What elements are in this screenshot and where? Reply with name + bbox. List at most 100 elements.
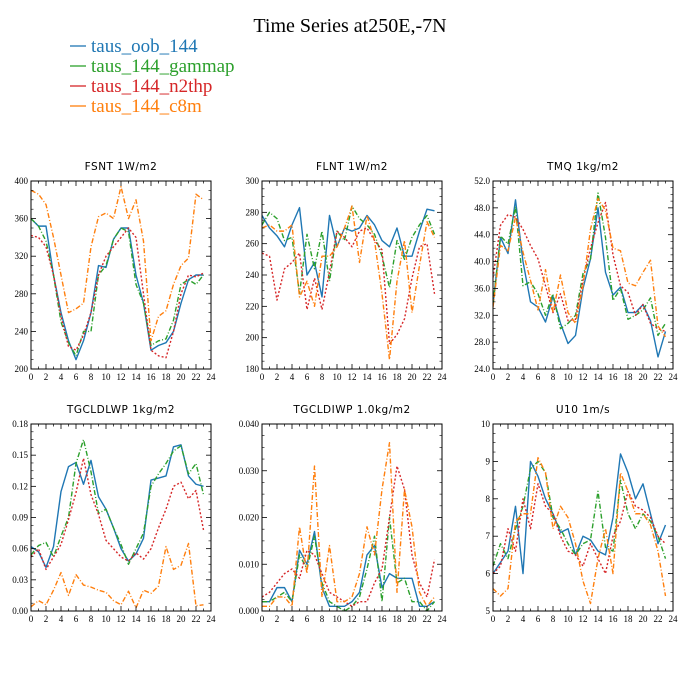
x-tick-label: 6 [536, 614, 541, 624]
panel-title: TMQ 1kg/m2 [546, 161, 619, 173]
x-tick-label: 8 [89, 614, 94, 624]
x-tick-label: 0 [29, 614, 34, 624]
x-tick-label: 16 [378, 614, 388, 624]
x-tick-label: 18 [393, 614, 403, 624]
y-tick-label: 180 [246, 364, 260, 374]
y-tick-label: 8 [486, 494, 491, 504]
series-line [262, 227, 436, 345]
series-line [31, 457, 205, 571]
y-tick-label: 28.0 [474, 337, 490, 347]
chart-panels: FSNT 1W/m20 2 4 6 8 10 12 14 16 18 20 22 24200240280… [12, 161, 678, 624]
x-tick-label: 20 [408, 372, 418, 382]
panel-title: U10 1m/s [556, 404, 610, 416]
series-line [493, 199, 667, 358]
series-group [31, 185, 205, 361]
x-tick-label: 0 [491, 614, 496, 624]
x-tick-label: 22 [192, 614, 201, 624]
x-tick-label: 24 [207, 614, 217, 624]
x-tick-label: 2 [506, 614, 511, 624]
x-tick-label: 16 [609, 372, 619, 382]
series-line [31, 438, 205, 565]
x-tick-label: 2 [44, 614, 49, 624]
x-tick-label: 6 [536, 372, 541, 382]
y-tick-label: 0.040 [239, 419, 260, 429]
x-tick-label: 4 [59, 372, 64, 382]
y-tick-label: 200 [246, 333, 260, 343]
panel-title: FLNT 1W/m2 [316, 161, 388, 173]
x-tick-label: 2 [275, 372, 280, 382]
legend-label: taus_144_n2thp [91, 76, 212, 97]
x-tick-label: 10 [564, 372, 574, 382]
x-tick-label: 14 [132, 372, 142, 382]
x-tick-label: 22 [423, 372, 432, 382]
x-tick-label: 10 [333, 372, 343, 382]
x-tick-label: 14 [363, 614, 373, 624]
y-tick-label: 9 [486, 456, 491, 466]
x-tick-label: 20 [177, 372, 187, 382]
x-tick-label: 24 [438, 372, 448, 382]
y-tick-label: 0.010 [239, 559, 260, 569]
x-tick-label: 22 [423, 614, 432, 624]
series-line [262, 465, 436, 608]
x-tick-label: 14 [132, 614, 142, 624]
x-tick-label: 12 [348, 372, 357, 382]
x-tick-label: 16 [609, 614, 619, 624]
y-tick-label: 7 [486, 531, 491, 541]
y-tick-label: 32.0 [474, 310, 490, 320]
x-tick-label: 4 [290, 372, 295, 382]
x-tick-label: 22 [192, 372, 201, 382]
series-line [493, 197, 667, 338]
y-tick-label: 0.09 [12, 513, 28, 523]
x-tick-label: 12 [579, 614, 588, 624]
chart-panel: TMQ 1kg/m20 2 4 6 8 10 12 14 16 18 20 22 2424.028.03… [474, 161, 678, 382]
chart-panel: TGCLDIWP 1.0kg/m20 2 4 6 8 10 12 14 16 18 20 22 240.… [239, 404, 447, 624]
x-tick-label: 6 [74, 614, 79, 624]
series-line [262, 205, 436, 295]
series-group [262, 205, 436, 361]
x-tick-label: 8 [551, 372, 556, 382]
x-tick-label: 0 [491, 372, 496, 382]
legend: taus_oob_144taus_144_gammaptaus_144_n2th… [70, 36, 235, 117]
y-tick-label: 240 [246, 270, 260, 280]
series-line [31, 444, 204, 569]
y-tick-label: 6 [486, 569, 491, 579]
x-tick-label: 18 [162, 614, 172, 624]
series-line [493, 201, 666, 333]
x-tick-label: 16 [378, 372, 388, 382]
y-tick-label: 0.15 [12, 450, 28, 460]
x-tick-label: 24 [669, 372, 679, 382]
y-tick-label: 200 [15, 364, 29, 374]
y-tick-label: 24.0 [474, 364, 490, 374]
x-tick-label: 18 [624, 372, 634, 382]
series-line [493, 483, 666, 575]
y-tick-label: 0.06 [12, 544, 28, 554]
y-tick-label: 36.0 [474, 283, 490, 293]
y-tick-label: 280 [246, 207, 260, 217]
x-tick-label: 20 [177, 614, 187, 624]
series-line [262, 205, 436, 361]
x-tick-label: 8 [89, 372, 94, 382]
y-tick-label: 400 [15, 176, 29, 186]
x-tick-label: 20 [639, 372, 649, 382]
chart-panel: FLNT 1W/m20 2 4 6 8 10 12 14 16 18 20 22 24180200220… [246, 161, 448, 382]
x-tick-label: 8 [320, 614, 325, 624]
x-tick-label: 4 [521, 372, 526, 382]
legend-label: taus_144_gammap [91, 56, 235, 77]
x-tick-label: 0 [260, 372, 265, 382]
y-tick-label: 0.030 [239, 466, 260, 476]
legend-label: taus_oob_144 [91, 36, 198, 57]
x-tick-label: 18 [393, 372, 403, 382]
x-tick-label: 12 [117, 372, 126, 382]
x-tick-label: 12 [117, 614, 126, 624]
x-tick-label: 18 [624, 614, 634, 624]
series-line [262, 442, 436, 608]
x-tick-label: 10 [333, 614, 343, 624]
x-tick-label: 24 [207, 372, 217, 382]
y-tick-label: 44.0 [474, 230, 490, 240]
y-tick-label: 280 [15, 289, 29, 299]
legend-item: taus_144_c8m [70, 96, 202, 117]
y-tick-label: 260 [246, 239, 260, 249]
x-tick-label: 22 [654, 372, 663, 382]
